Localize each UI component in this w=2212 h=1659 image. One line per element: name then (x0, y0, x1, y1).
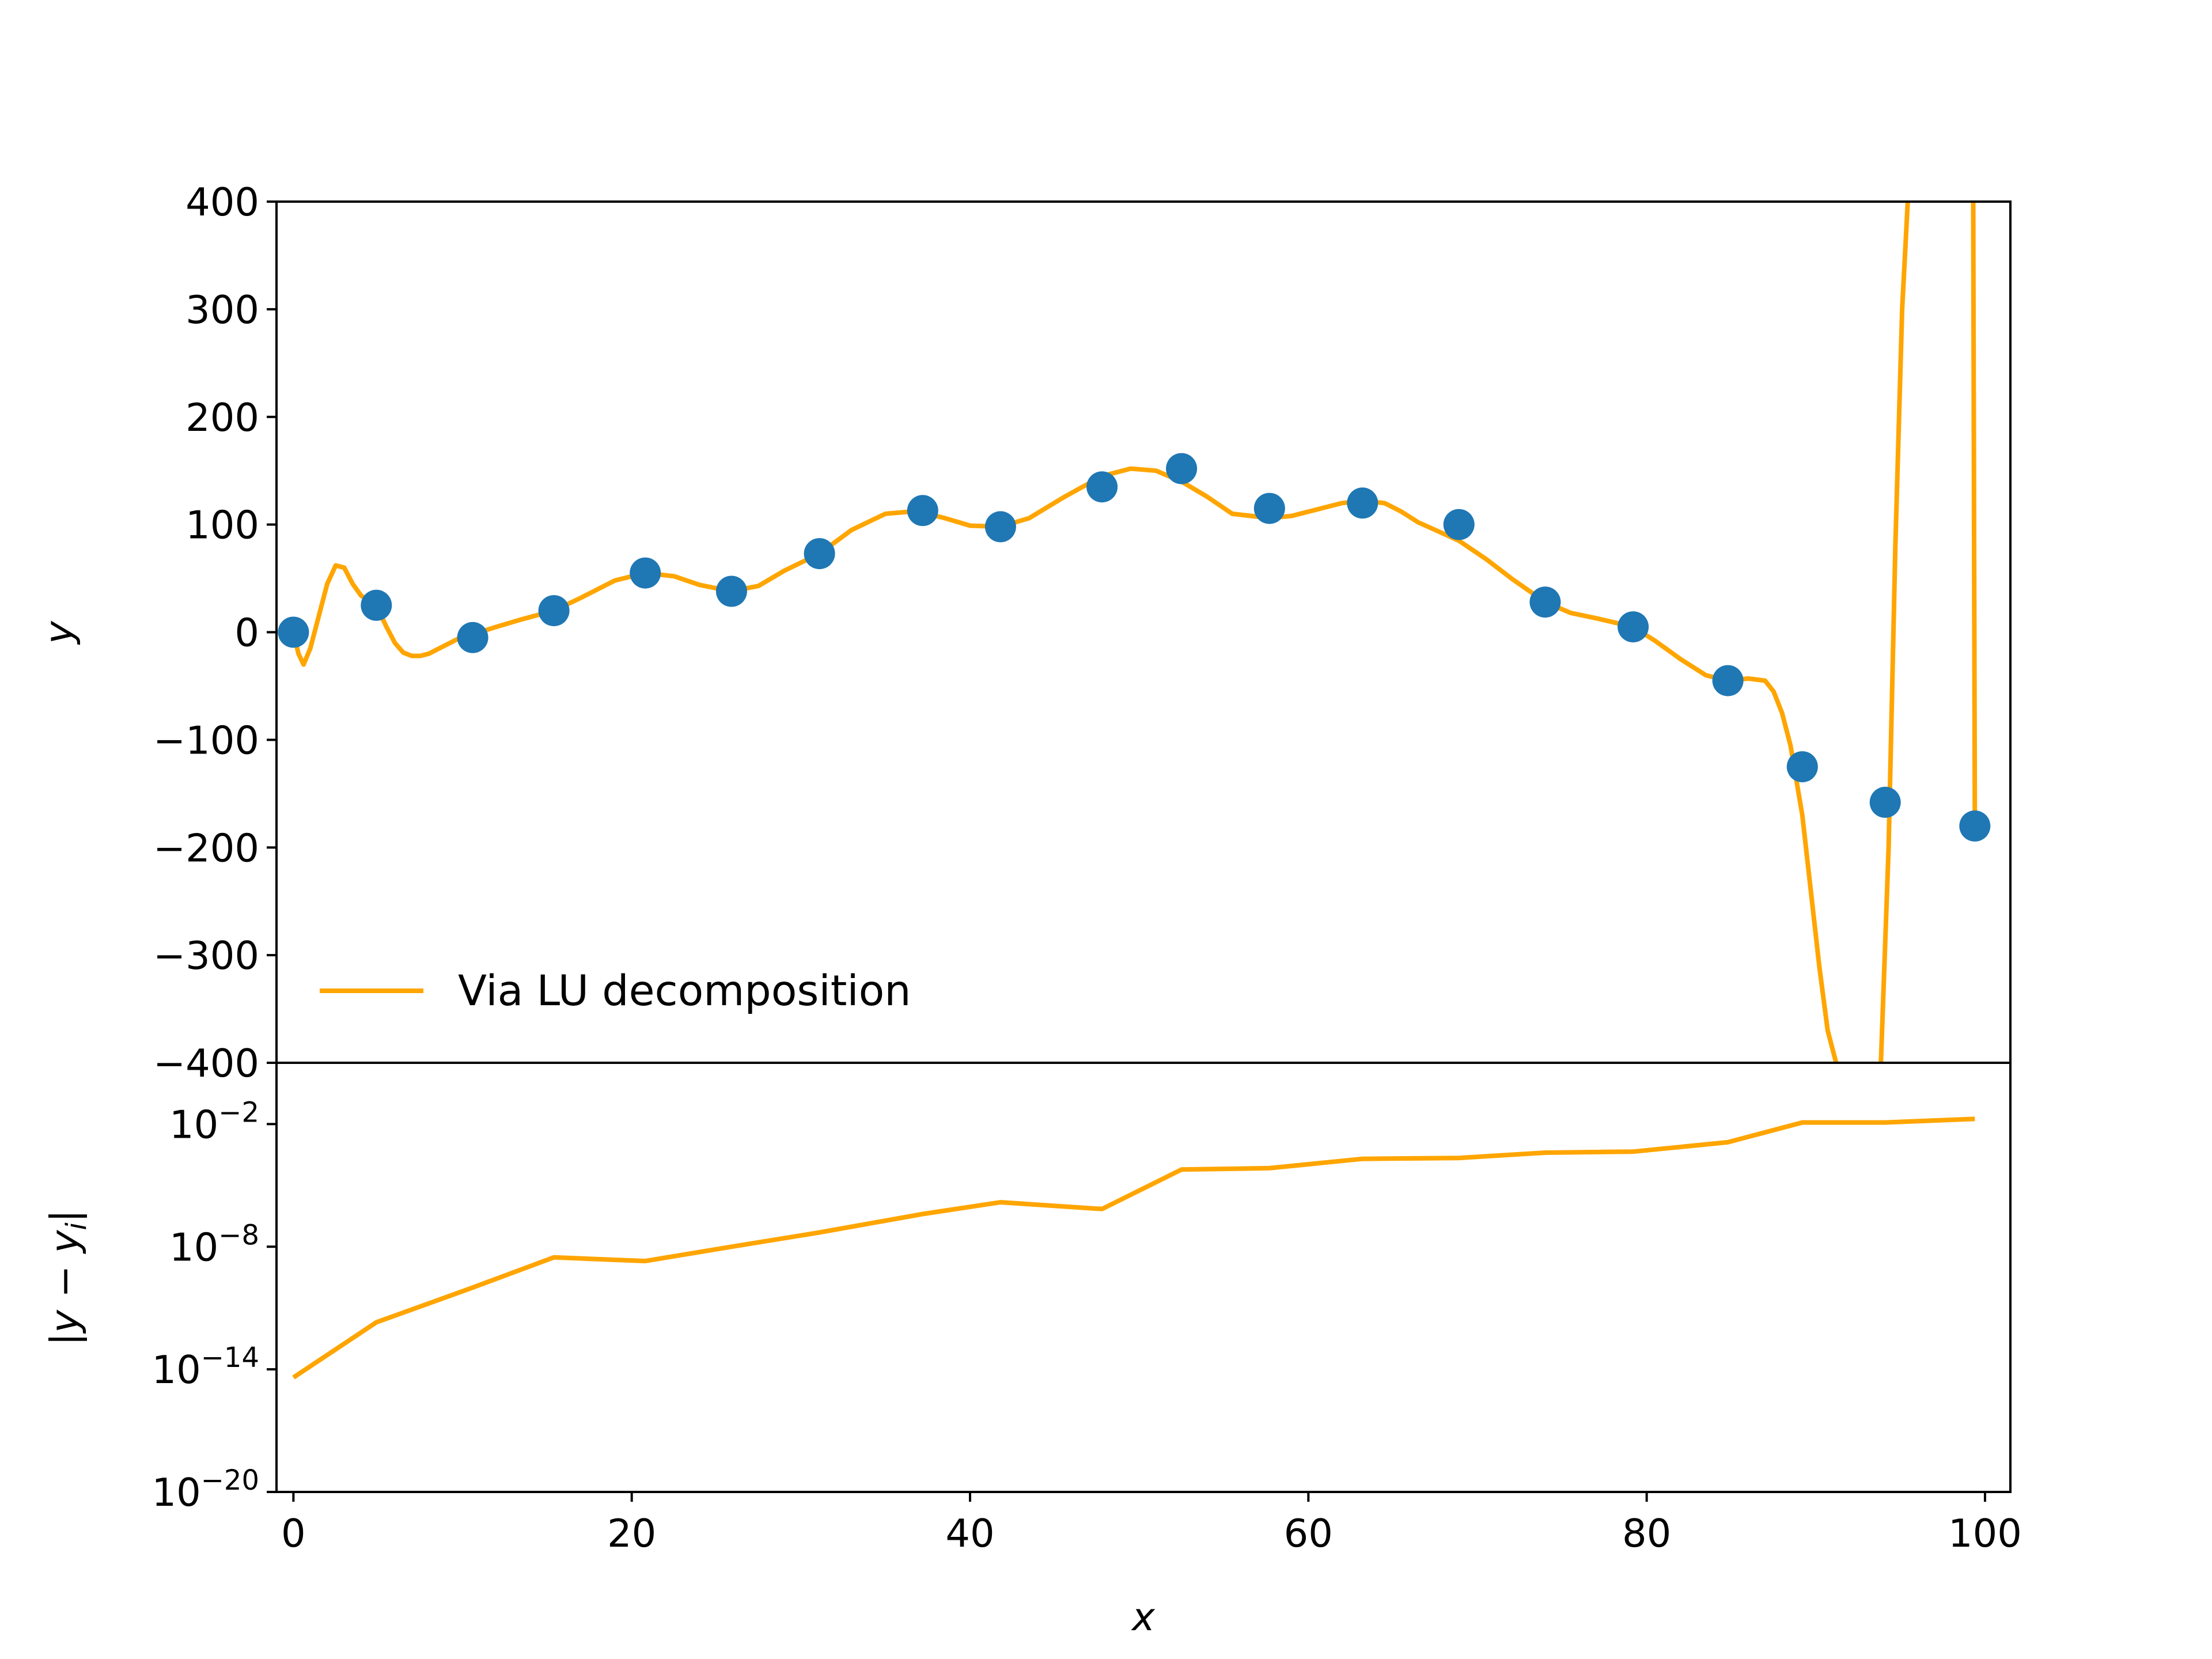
y-tick-label: −200 (153, 825, 259, 870)
residual-label-main: |y − y (42, 1229, 87, 1346)
data-point (1618, 611, 1649, 643)
y-tick-label: 100 (185, 503, 259, 548)
y-tick-label: 300 (185, 287, 259, 332)
x-tick-label: 80 (1622, 1511, 1671, 1556)
x-axis-label: x (1131, 1594, 1156, 1639)
data-point (1253, 493, 1285, 524)
bottom-panel: 10−20 10−14 10−8 10−2 0 20 40 60 80 100 x |y − y… (42, 1062, 2022, 1639)
bottom-plot-area (292, 1116, 1975, 1380)
bottom-y-ticks: 10−20 10−14 10−8 10−2 (151, 1096, 276, 1515)
log-y-tick-label: 10−2 (169, 1096, 259, 1147)
y-tick-label: −400 (153, 1041, 259, 1086)
data-point (361, 589, 392, 621)
data-point (1959, 810, 1991, 842)
data-point (630, 557, 661, 589)
log-y-tick-label: 10−8 (169, 1219, 259, 1270)
log-y-tick-label: 10−20 (151, 1464, 259, 1515)
data-point (1166, 453, 1198, 484)
y-tick-label: −300 (153, 933, 259, 978)
x-ticks: 0 20 40 60 80 100 (281, 1492, 2022, 1556)
data-point (1086, 471, 1118, 503)
data-point (1529, 586, 1561, 618)
y-tick-label: 200 (185, 395, 259, 440)
data-point (538, 595, 570, 627)
residual-label-end: | (42, 1210, 87, 1223)
bottom-axes-frame (275, 1062, 2012, 1493)
data-point (1443, 509, 1475, 540)
top-y-axis-label: y (36, 620, 81, 645)
data-point (1786, 751, 1818, 783)
data-point (715, 575, 747, 607)
data-points-group (278, 453, 1991, 842)
data-point (1712, 665, 1744, 696)
residual-label-subscript: i (60, 1222, 93, 1230)
data-point (1869, 786, 1901, 818)
data-point (278, 616, 309, 648)
x-tick-label: 100 (1948, 1511, 2022, 1556)
top-plot-area (278, 202, 1991, 1063)
top-y-ticks: −400 −300 −200 −100 0 100 200 300 400 (153, 180, 276, 1086)
lu-interpolation-curve-spike-up (1878, 202, 1910, 1063)
y-tick-label: 400 (185, 180, 259, 225)
legend: Via LU decomposition (320, 967, 911, 1016)
data-point (907, 495, 938, 527)
residual-curve (292, 1116, 1975, 1380)
bottom-y-axis-label: |y − yi| (42, 1210, 93, 1346)
y-tick-label: 0 (234, 611, 259, 656)
legend-label: Via LU decomposition (458, 967, 911, 1016)
x-tick-label: 40 (945, 1511, 994, 1556)
data-point (804, 538, 835, 570)
x-tick-label: 60 (1284, 1511, 1333, 1556)
data-point (1347, 487, 1378, 519)
y-tick-label: −100 (153, 718, 259, 763)
data-point (457, 622, 488, 653)
lu-interpolation-curve-spike-down (1971, 202, 1978, 826)
data-point (984, 511, 1016, 543)
x-tick-label: 0 (281, 1511, 306, 1556)
log-y-tick-label: 10−14 (151, 1342, 259, 1392)
top-panel: −400 −300 −200 −100 0 100 200 300 400 y Via LU d… (36, 180, 2012, 1086)
x-tick-label: 20 (607, 1511, 656, 1556)
